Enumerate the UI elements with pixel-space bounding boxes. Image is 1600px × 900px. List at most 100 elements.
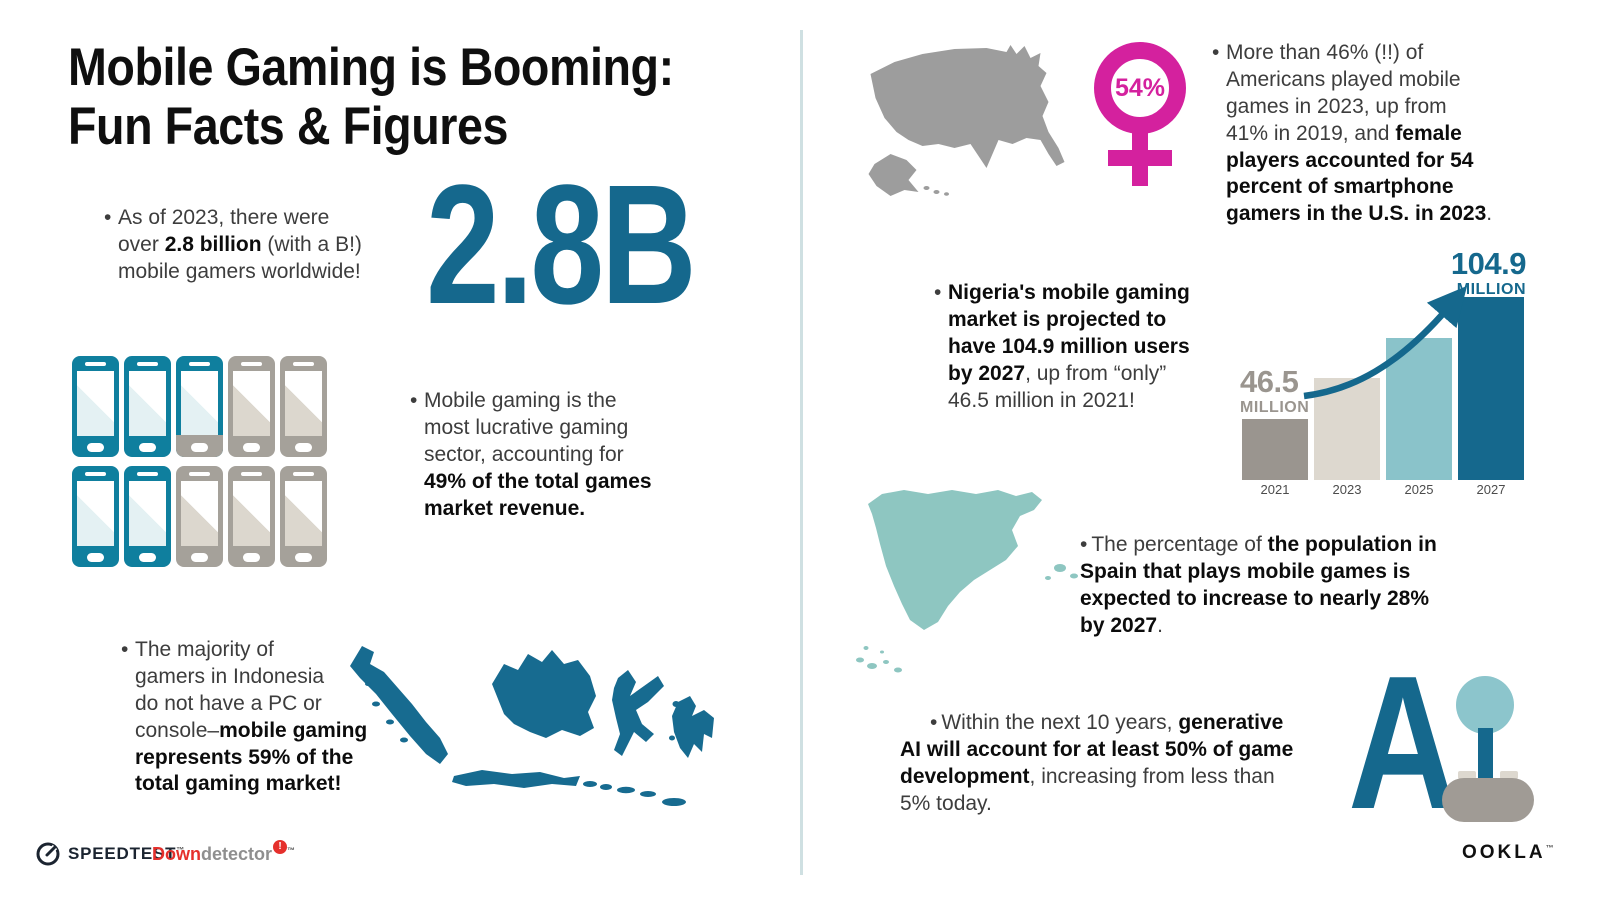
- page-title: Mobile Gaming is Booming: Fun Facts & Fi…: [68, 38, 674, 157]
- phone-grid: [72, 356, 332, 567]
- fact-gamers-worldwide: • As of 2023, there were over 2.8 billio…: [104, 205, 404, 286]
- fact-bold-segment: female players accounted for 54 percent …: [1226, 121, 1487, 226]
- downdetector-badge-icon: !: [273, 840, 288, 854]
- papua: [672, 696, 714, 758]
- fact-ai-text: • Within the next 10 years, generative AI…: [900, 710, 1320, 818]
- bullet-icon: •: [1212, 41, 1220, 64]
- bullet-icon: •: [1080, 533, 1088, 556]
- fact-revenue-text: Mobile gaming is the most lucrative gami…: [424, 388, 652, 522]
- fact-segment: .: [1486, 202, 1493, 226]
- ai-letter-a: A: [1348, 637, 1458, 849]
- fact-indonesia-text: The majority of gamers in Indonesia do n…: [135, 637, 367, 798]
- chart-bar-column-2025: 2025: [1386, 338, 1452, 496]
- fact-spain-text: • The percentage of the population in Spa…: [1080, 532, 1480, 640]
- fact-bold-segment: Nigeria's mobile gaming market is projec…: [948, 281, 1190, 385]
- chart-bar-column-2021: 2021: [1242, 419, 1308, 496]
- joystick-ball-icon: [1456, 676, 1514, 734]
- chart-start-value: 46.5: [1240, 364, 1299, 399]
- fact-bold-segment: generative AI will account for at least …: [900, 711, 1294, 788]
- chart-bar-2027: [1458, 297, 1524, 480]
- center-divider: [800, 30, 803, 875]
- usa-lower48: [870, 45, 1065, 168]
- bullet-icon: •: [121, 638, 129, 661]
- female-symbol-icon: 54%: [1094, 42, 1186, 134]
- trademark-mark: ™: [287, 846, 296, 855]
- fact-bold-segment: mobile gaming represents 59% of the tota…: [135, 718, 368, 796]
- phone-icon-gray: [280, 356, 327, 457]
- chart-start-unit: MILLION: [1240, 399, 1310, 416]
- chart-start-label: 46.5 MILLION: [1240, 366, 1309, 416]
- speedtest-gauge-icon: [36, 842, 60, 866]
- trademark-mark: ™: [1545, 843, 1557, 853]
- phone-icon-teal: [124, 356, 171, 457]
- female-badge-value: 54%: [1114, 73, 1166, 102]
- fact-bold-segment: 49% of the total games market revenue.: [424, 469, 652, 520]
- bullet-icon: •: [934, 281, 942, 304]
- speedtest-label: SPEEDTEST™: [68, 844, 186, 863]
- chart-year-label: 2027: [1476, 482, 1506, 497]
- chart-year-label: 2025: [1404, 482, 1434, 497]
- joystick-base-icon: [1442, 778, 1534, 822]
- fact-segment: (with a B!) mobile gamers worldwide!: [118, 232, 362, 283]
- iberian-peninsula: [868, 490, 1042, 630]
- downdetector-logo: Downdetector! ™: [152, 840, 296, 865]
- bullet-icon: •: [930, 711, 938, 734]
- chart-bar-2025: [1386, 338, 1452, 480]
- chart-end-label: 104.9 MILLION: [1450, 246, 1527, 298]
- joystick-stick-icon: [1478, 728, 1493, 784]
- fact-spain: • The percentage of the population in Spa…: [1080, 532, 1480, 640]
- phone-icon-gray: [176, 466, 223, 567]
- fact-bold-segment: 2.8 billion: [164, 232, 262, 256]
- phone-icon-gray: [280, 466, 327, 567]
- fact-nigeria: • Nigeria's mobile gaming market is proj…: [934, 280, 1214, 414]
- fact-nigeria-text: Nigeria's mobile gaming market is projec…: [948, 280, 1190, 414]
- fact-segment: .: [1157, 613, 1163, 637]
- phone-icon-gray: [228, 356, 275, 457]
- fact-segment: Within the next 10 years,: [941, 711, 1179, 734]
- spain-map: [856, 490, 1078, 673]
- sumatra: [350, 646, 448, 764]
- phone-icon-teal: [72, 466, 119, 567]
- fact-segment: , increasing from less than 5% today.: [900, 764, 1275, 815]
- chart-year-label: 2023: [1332, 482, 1362, 497]
- speedtest-logo: SPEEDTEST™: [35, 841, 185, 867]
- growth-arrow-icon: [1303, 285, 1468, 400]
- fact-segment: More than 46% (!!) of Americans played m…: [1226, 41, 1461, 145]
- female-symbol-arm: [1108, 150, 1172, 166]
- downdetector-detector: detector: [201, 844, 273, 864]
- joystick-button-icon: [1500, 771, 1518, 779]
- phone-icon-gray: [228, 466, 275, 567]
- fact-segment: , up from “only” 46.5 million in 2021!: [948, 361, 1167, 412]
- phone-icon-teal: [124, 466, 171, 567]
- borneo: [492, 650, 596, 738]
- fact-gamers-text: As of 2023, there were over 2.8 billion …: [118, 205, 362, 286]
- phone-icon-split: [176, 356, 223, 457]
- fact-bold-segment: the population in Spain that plays mobil…: [1080, 533, 1437, 637]
- fact-segment: Mobile gaming is the most lucrative gami…: [424, 389, 629, 466]
- big-stat-2-8b: 2.8B: [426, 150, 697, 340]
- chart-bar-column-2027: 2027: [1458, 297, 1524, 496]
- fact-segment: The percentage of: [1091, 533, 1268, 556]
- ookla-logo: OOKLA™: [1462, 842, 1557, 863]
- trademark-mark: ™: [176, 845, 186, 855]
- nigeria-bar-chart: 2021 2023 2025 2027 46.5 MILLION 104.9 MILL…: [1220, 244, 1528, 496]
- alaska: [868, 154, 919, 196]
- balearic-islands: [1054, 564, 1066, 572]
- chart-bar-2021: [1242, 419, 1308, 480]
- canary-islands: [856, 657, 864, 663]
- indonesia-map: [350, 646, 714, 806]
- sulawesi: [612, 670, 664, 756]
- fact-us-text: More than 46% (!!) of Americans played m…: [1226, 40, 1492, 228]
- chart-end-value: 104.9: [1450, 246, 1527, 281]
- usa-map: [868, 45, 1065, 196]
- java: [452, 770, 580, 788]
- fact-indonesia: • The majority of gamers in Indonesia do…: [121, 637, 381, 798]
- fact-segment: As of 2023, there were over: [118, 206, 330, 256]
- fact-revenue: • Mobile gaming is the most lucrative ga…: [410, 388, 690, 522]
- fact-spain-segments: The percentage of the population in Spai…: [1080, 533, 1437, 637]
- fact-ai-segments: Within the next 10 years, generative AI …: [900, 711, 1293, 815]
- phone-icon-teal: [72, 356, 119, 457]
- fact-generative-ai: • Within the next 10 years, generative AI…: [900, 710, 1320, 818]
- chart-end-unit: MILLION: [1456, 281, 1526, 298]
- fact-segment: The majority of gamers in Indonesia do n…: [135, 638, 325, 742]
